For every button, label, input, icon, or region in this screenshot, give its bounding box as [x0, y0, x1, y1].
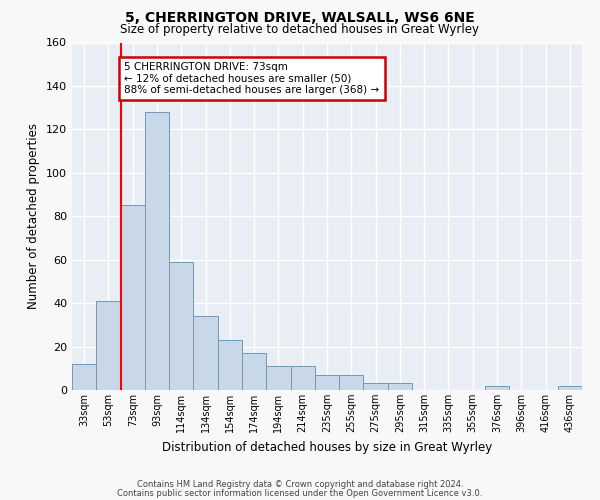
Text: 5 CHERRINGTON DRIVE: 73sqm
← 12% of detached houses are smaller (50)
88% of semi: 5 CHERRINGTON DRIVE: 73sqm ← 12% of deta… — [124, 62, 379, 95]
Bar — [339, 375, 364, 390]
Text: 5, CHERRINGTON DRIVE, WALSALL, WS6 6NE: 5, CHERRINGTON DRIVE, WALSALL, WS6 6NE — [125, 11, 475, 25]
Bar — [169, 262, 193, 390]
Text: Size of property relative to detached houses in Great Wyrley: Size of property relative to detached ho… — [121, 22, 479, 36]
Bar — [388, 384, 412, 390]
Bar — [193, 316, 218, 390]
Bar — [145, 112, 169, 390]
Bar — [315, 375, 339, 390]
Bar — [266, 366, 290, 390]
Bar — [96, 301, 121, 390]
Text: Contains HM Land Registry data © Crown copyright and database right 2024.: Contains HM Land Registry data © Crown c… — [137, 480, 463, 489]
Bar — [485, 386, 509, 390]
Bar — [72, 364, 96, 390]
Bar — [290, 366, 315, 390]
Text: Contains public sector information licensed under the Open Government Licence v3: Contains public sector information licen… — [118, 489, 482, 498]
Bar — [121, 206, 145, 390]
Bar — [558, 386, 582, 390]
X-axis label: Distribution of detached houses by size in Great Wyrley: Distribution of detached houses by size … — [162, 440, 492, 454]
Bar — [218, 340, 242, 390]
Bar — [364, 384, 388, 390]
Bar — [242, 353, 266, 390]
Y-axis label: Number of detached properties: Number of detached properties — [28, 123, 40, 309]
